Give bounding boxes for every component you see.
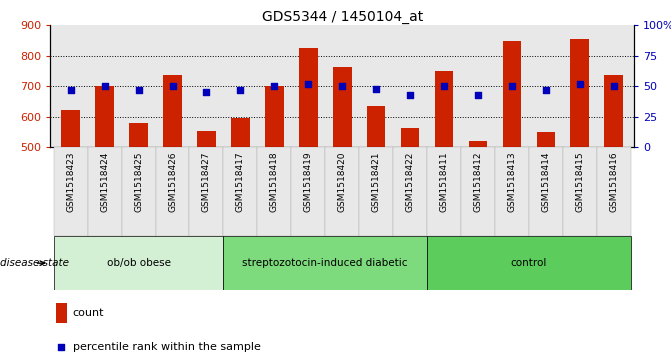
Bar [537, 132, 555, 147]
Bar [461, 147, 495, 236]
Bar [401, 128, 419, 147]
Point [507, 83, 517, 89]
Text: GSM1518414: GSM1518414 [541, 151, 550, 212]
Text: GSM1518418: GSM1518418 [270, 151, 279, 212]
Point [609, 83, 619, 89]
Bar [223, 236, 427, 290]
Bar [130, 123, 148, 147]
Bar [597, 147, 631, 236]
Point [56, 344, 67, 350]
Text: control: control [511, 258, 547, 268]
Point [235, 87, 246, 93]
Text: GSM1518425: GSM1518425 [134, 151, 143, 212]
Point [201, 89, 212, 95]
Bar [529, 147, 563, 236]
Bar [605, 75, 623, 147]
Point [439, 83, 450, 89]
Point [269, 83, 280, 89]
Bar [56, 303, 66, 323]
Bar [156, 147, 189, 236]
Bar [223, 147, 258, 236]
Bar [503, 41, 521, 147]
Bar [189, 147, 223, 236]
Bar [54, 147, 88, 236]
Text: ob/ob obese: ob/ob obese [107, 258, 170, 268]
Text: GSM1518417: GSM1518417 [236, 151, 245, 212]
Bar [435, 71, 454, 147]
Point [574, 81, 585, 87]
Text: count: count [72, 308, 104, 318]
Bar [367, 106, 385, 147]
Text: GSM1518421: GSM1518421 [372, 151, 380, 212]
Text: GSM1518427: GSM1518427 [202, 151, 211, 212]
Text: streptozotocin-induced diabetic: streptozotocin-induced diabetic [242, 258, 408, 268]
Point [65, 87, 76, 93]
Bar [265, 86, 284, 147]
Text: GSM1518411: GSM1518411 [440, 151, 448, 212]
Bar [163, 75, 182, 147]
Bar [291, 147, 325, 236]
Text: GSM1518419: GSM1518419 [304, 151, 313, 212]
Text: GSM1518426: GSM1518426 [168, 151, 177, 212]
Bar [570, 39, 589, 147]
Point [303, 81, 313, 87]
Point [167, 83, 178, 89]
Text: GSM1518412: GSM1518412 [474, 151, 482, 212]
Bar [563, 147, 597, 236]
Bar [427, 147, 461, 236]
Bar [88, 147, 121, 236]
Text: GSM1518424: GSM1518424 [100, 151, 109, 212]
Text: GSM1518415: GSM1518415 [575, 151, 584, 212]
Bar [299, 48, 317, 147]
Bar [197, 131, 216, 147]
Bar [427, 236, 631, 290]
Text: GSM1518422: GSM1518422 [405, 151, 415, 212]
Point [540, 87, 551, 93]
Title: GDS5344 / 1450104_at: GDS5344 / 1450104_at [262, 11, 423, 24]
Bar [325, 147, 359, 236]
Text: GSM1518420: GSM1518420 [338, 151, 347, 212]
Bar [95, 86, 114, 147]
Bar [393, 147, 427, 236]
Bar [54, 236, 223, 290]
Point [405, 92, 415, 98]
Point [99, 83, 110, 89]
Bar [61, 110, 80, 147]
Point [472, 92, 483, 98]
Bar [359, 147, 393, 236]
Text: disease state: disease state [0, 258, 69, 268]
Point [371, 86, 382, 91]
Bar [231, 118, 250, 147]
Bar [258, 147, 291, 236]
Bar [468, 141, 487, 147]
Point [134, 87, 144, 93]
Text: GSM1518413: GSM1518413 [507, 151, 517, 212]
Bar [495, 147, 529, 236]
Point [337, 83, 348, 89]
Text: percentile rank within the sample: percentile rank within the sample [72, 342, 260, 352]
Bar [121, 147, 156, 236]
Text: GSM1518416: GSM1518416 [609, 151, 618, 212]
Text: GSM1518423: GSM1518423 [66, 151, 75, 212]
Bar [333, 68, 352, 147]
